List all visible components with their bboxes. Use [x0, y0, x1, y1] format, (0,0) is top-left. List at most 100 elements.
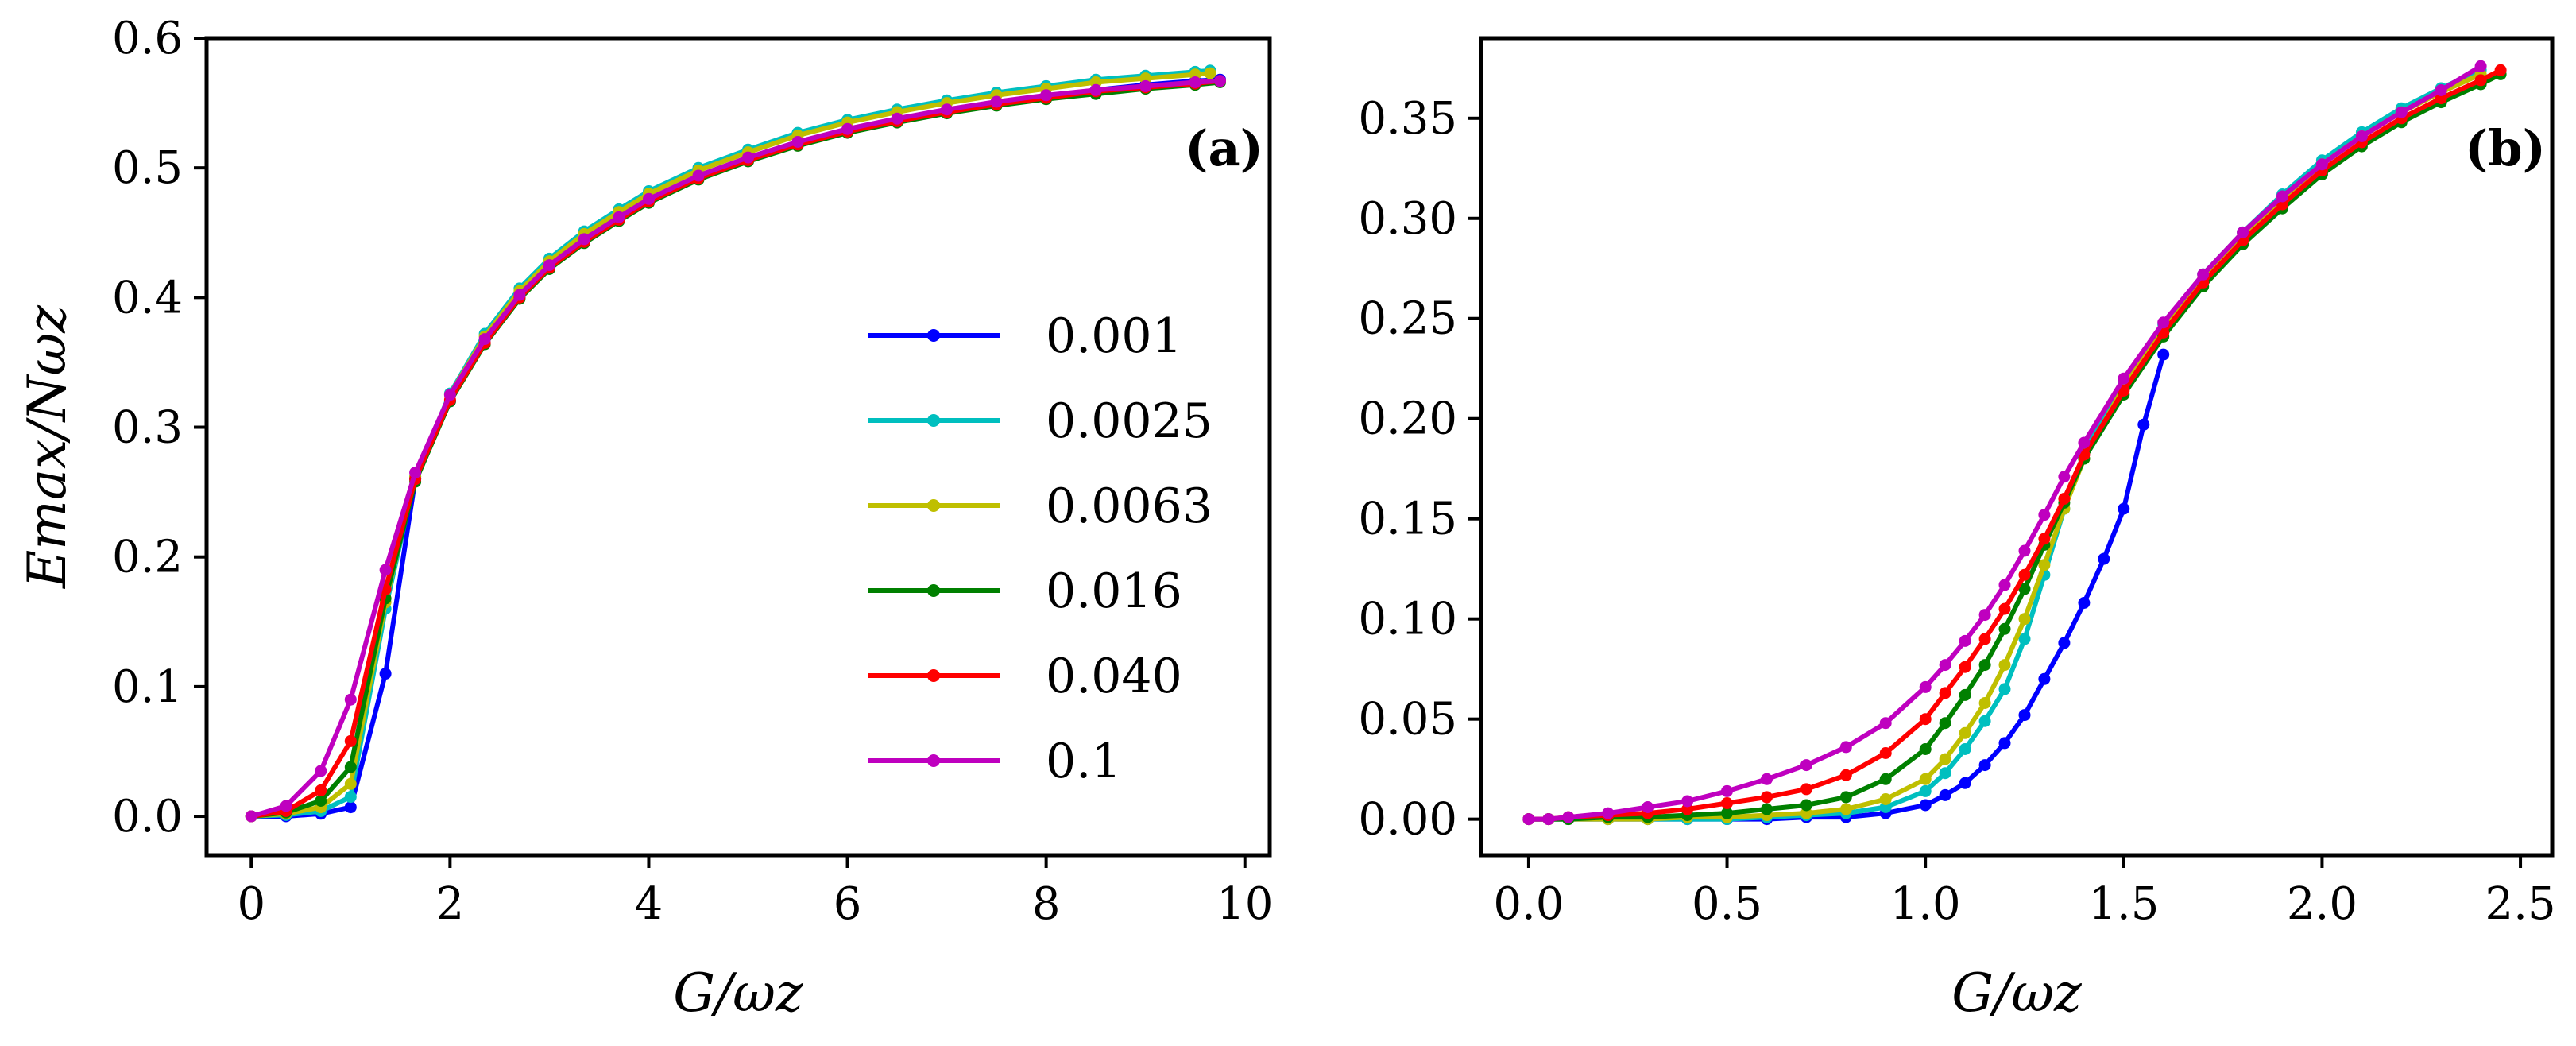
- x-axis-label: G/ωz: [1951, 963, 2083, 1024]
- data-point: [315, 765, 327, 777]
- y-tick-label: 0.20: [1358, 393, 1457, 445]
- data-point: [1542, 813, 1555, 826]
- data-point: [1998, 579, 2011, 591]
- data-point: [2098, 552, 2110, 565]
- data-point: [1959, 661, 1971, 673]
- data-point: [1761, 791, 1773, 804]
- panel-tag: (b): [2465, 119, 2546, 177]
- legend: 0.001 0.0025 0.0063 0.016 0.040 0.1: [868, 308, 1213, 789]
- data-point: [841, 122, 854, 135]
- x-tick-label: 0.5: [1692, 878, 1762, 930]
- data-point: [1214, 75, 1226, 87]
- data-point: [613, 211, 625, 223]
- data-point: [1839, 803, 1852, 815]
- data-point: [1939, 687, 1951, 699]
- data-point: [1919, 743, 1932, 755]
- y-tick-label: 0.1: [112, 661, 183, 713]
- data-point: [478, 333, 491, 346]
- data-point: [1978, 697, 1991, 709]
- legend-label: 0.001: [1046, 308, 1182, 364]
- data-point: [2118, 502, 2130, 515]
- data-point: [1800, 783, 1812, 796]
- data-point: [2078, 597, 2091, 609]
- data-point: [1919, 773, 1932, 785]
- legend-label: 0.0025: [1046, 393, 1213, 449]
- y-axis-label: Emax/Nωz: [17, 304, 78, 589]
- series-line-0.016: [249, 79, 1223, 819]
- data-point: [344, 761, 357, 773]
- data-point: [1959, 634, 1971, 647]
- data-point: [1978, 759, 1991, 772]
- data-point: [1978, 609, 1991, 622]
- x-tick-label: 10: [1216, 878, 1273, 930]
- data-point: [1721, 797, 1733, 809]
- data-point: [1204, 67, 1216, 79]
- x-axis-label: G/ωz: [673, 963, 804, 1024]
- data-point: [2237, 226, 2249, 238]
- data-point: [2474, 60, 2487, 72]
- data-point: [2018, 613, 2031, 626]
- data-point: [2058, 637, 2071, 649]
- data-point: [1522, 813, 1535, 826]
- y-tick-label: 0.15: [1358, 494, 1457, 545]
- data-point: [2474, 74, 2487, 87]
- data-point: [1879, 793, 1892, 805]
- x-tick-label: 2: [436, 878, 465, 930]
- data-point: [245, 810, 257, 823]
- data-point: [1919, 713, 1932, 726]
- data-point: [1681, 795, 1694, 808]
- x-tick-label: 2.0: [2287, 878, 2357, 930]
- data-point: [1642, 801, 1654, 813]
- data-point: [1919, 680, 1932, 693]
- data-point: [643, 192, 655, 205]
- data-point: [1839, 741, 1852, 754]
- data-point: [2018, 583, 2031, 595]
- panel-b: 0.0 0.5 1.0 1.5 2.0 2.5 0.00 0.05 0.10 0.15 0.20 0.…: [1358, 36, 2556, 1024]
- data-point: [280, 800, 292, 812]
- data-point: [1602, 807, 1615, 819]
- plot-frame: [204, 36, 1272, 858]
- x-tick-label: 2.5: [2485, 878, 2556, 930]
- legend-marker: [927, 499, 940, 512]
- y-tick-label: 0.4: [112, 272, 183, 323]
- y-tick-label: 0.10: [1358, 594, 1457, 645]
- legend-label: 0.016: [1046, 564, 1182, 619]
- data-point: [543, 259, 555, 272]
- data-point: [2157, 348, 2170, 361]
- x-tick-label: 0: [237, 878, 265, 930]
- data-point: [2118, 372, 2130, 385]
- data-point: [2038, 672, 2051, 685]
- y-tick-label: 0.25: [1358, 293, 1457, 345]
- plot-frame: [1479, 36, 2555, 858]
- data-point: [1978, 659, 1991, 672]
- data-point: [2018, 544, 2031, 557]
- data-point: [1189, 76, 1201, 88]
- legend-marker: [927, 669, 940, 682]
- data-point: [2038, 533, 2051, 545]
- y-tick-label: 0.6: [112, 13, 183, 64]
- data-point: [1879, 717, 1892, 730]
- data-point: [791, 136, 804, 148]
- data-point: [1959, 688, 1971, 701]
- series-line-0.040: [1526, 68, 2504, 822]
- series-line-0.0025: [1526, 68, 2484, 822]
- data-point: [315, 784, 327, 796]
- data-point: [1800, 799, 1812, 812]
- data-point: [1998, 659, 2011, 672]
- series-line-0.1: [1526, 64, 2484, 822]
- data-point: [2315, 158, 2328, 171]
- legend-label: 0.040: [1046, 649, 1182, 704]
- data-point: [1139, 79, 1152, 92]
- y-tick-label: 0.3: [112, 402, 183, 454]
- data-point: [2276, 190, 2288, 203]
- data-point: [1040, 89, 1053, 102]
- data-point: [1839, 769, 1852, 781]
- data-point: [344, 734, 357, 747]
- data-point: [891, 112, 903, 125]
- y-tick-label: 0.2: [112, 532, 183, 583]
- series-line-0.016: [1526, 72, 2504, 822]
- data-point: [1089, 83, 1102, 96]
- data-point: [513, 289, 526, 301]
- data-point: [344, 791, 357, 804]
